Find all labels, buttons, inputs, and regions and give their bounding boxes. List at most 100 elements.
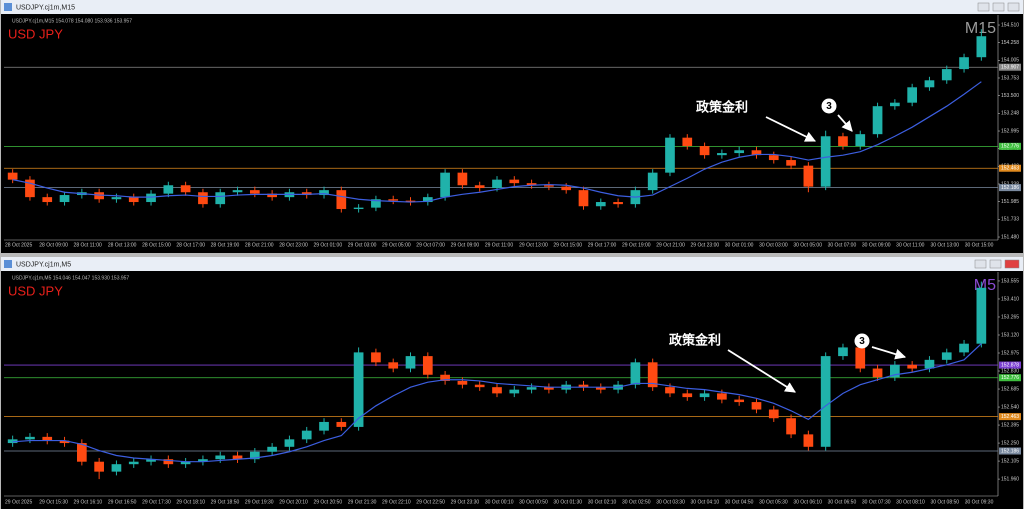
candle-body — [163, 459, 174, 465]
x-tick-label: 30 Oct 02:50 — [622, 499, 651, 505]
y-tick-label: 153.410 — [1001, 296, 1019, 302]
x-tick-label: 28 Oct 19:00 — [211, 242, 240, 248]
y-tick-label: 153.265 — [1001, 314, 1019, 320]
restore-button[interactable] — [989, 259, 1002, 269]
symbol-label: USD JPY — [8, 283, 63, 298]
candle-body — [371, 352, 381, 363]
minimize-button[interactable] — [974, 259, 987, 269]
candle-body — [319, 421, 329, 431]
candle-body — [734, 150, 745, 154]
x-tick-label: 30 Oct 07:30 — [862, 499, 891, 505]
x-tick-label: 29 Oct 18:10 — [176, 499, 205, 505]
y-tick-label: 151.985 — [1001, 199, 1019, 205]
x-tick-label: 29 Oct 07:00 — [416, 242, 445, 248]
x-tick-label: 30 Oct 05:00 — [793, 242, 822, 248]
window-controls[interactable] — [977, 2, 1020, 12]
restore-button[interactable] — [992, 2, 1005, 12]
candle-body — [371, 199, 381, 208]
x-tick-label: 30 Oct 03:30 — [656, 499, 685, 505]
annotation-text: 政策金利 — [669, 332, 721, 347]
candle-body — [786, 160, 796, 166]
y-tick-label: 154.258 — [1001, 40, 1019, 46]
x-tick-label: 28 Oct 15:00 — [142, 242, 171, 248]
level-label: 152.186 — [1001, 185, 1019, 191]
x-tick-label: 30 Oct 07:00 — [828, 242, 857, 248]
candle-body — [803, 434, 814, 447]
y-tick-label: 152.830 — [1001, 368, 1019, 374]
level-label: 153.907 — [1001, 65, 1019, 71]
x-tick-label: 29 Oct 16:10 — [74, 499, 103, 505]
x-tick-label: 30 Oct 00:50 — [519, 499, 548, 505]
x-tick-label: 30 Oct 15:00 — [965, 242, 994, 248]
x-tick-label: 29 Oct 01:00 — [313, 242, 342, 248]
y-tick-label: 154.005 — [1001, 58, 1019, 64]
x-tick-label: 28 Oct 17:00 — [176, 242, 205, 248]
x-tick-label: 29 Oct 19:30 — [245, 499, 274, 505]
x-tick-label: 29 Oct 20:50 — [313, 499, 342, 505]
candle-body — [717, 393, 727, 400]
x-tick-label: 29 Oct 22:10 — [382, 499, 411, 505]
x-tick-label: 30 Oct 05:30 — [759, 499, 788, 505]
candle-body — [353, 207, 364, 210]
candle-body — [128, 197, 139, 203]
candle-body — [76, 443, 87, 462]
window-icon — [4, 3, 12, 11]
x-tick-label: 29 Oct 22:50 — [416, 499, 445, 505]
candle-body — [59, 440, 70, 444]
candle-body — [422, 356, 433, 375]
candle-body — [941, 69, 952, 81]
candle-body — [7, 439, 18, 444]
y-tick-label: 153.555 — [1001, 278, 1019, 284]
candle-body — [180, 185, 191, 193]
level-label: 152.186 — [1001, 448, 1019, 454]
window-controls[interactable] — [974, 259, 1020, 269]
moving-average — [12, 81, 982, 203]
x-tick-label: 29 Oct 13:00 — [519, 242, 548, 248]
candle-body — [872, 106, 883, 135]
annotation-badge — [821, 98, 837, 114]
candle-body — [890, 364, 900, 378]
x-tick-label: 29 Oct 05:00 — [382, 242, 411, 248]
y-tick-label: 151.480 — [1001, 234, 1019, 240]
candle-body — [544, 185, 554, 187]
candle-body — [232, 455, 243, 460]
candle-body — [440, 172, 450, 198]
y-tick-label: 151.960 — [1001, 476, 1019, 482]
minimize-button[interactable] — [977, 2, 990, 12]
candle-body — [526, 183, 537, 186]
candle-body — [336, 421, 347, 427]
x-tick-label: 29 Oct 03:00 — [348, 242, 377, 248]
x-tick-label: 30 Oct 09:00 — [862, 242, 891, 248]
level-tag — [999, 63, 1021, 71]
candle-body — [146, 193, 156, 203]
candle-body — [319, 190, 329, 196]
candle-body — [301, 430, 312, 440]
candle-body — [94, 461, 104, 472]
candle-body — [682, 393, 693, 398]
candle-body — [924, 359, 935, 369]
candle-body — [249, 190, 260, 194]
level-tag — [999, 374, 1021, 382]
annotation-number: 3 — [826, 101, 832, 112]
x-tick-label: 29 Oct 16:50 — [108, 499, 137, 505]
x-tick-label: 29 Oct 2025 — [5, 499, 32, 505]
candle-body — [284, 439, 295, 447]
x-tick-label: 30 Oct 06:10 — [793, 499, 822, 505]
level-label: 152.463 — [1001, 166, 1019, 172]
x-tick-label: 30 Oct 08:50 — [930, 499, 959, 505]
close-button[interactable] — [1004, 259, 1020, 269]
x-tick-label: 29 Oct 21:30 — [348, 499, 377, 505]
candle-body — [855, 134, 866, 147]
y-tick-label: 152.105 — [1001, 458, 1019, 464]
candle-body — [301, 192, 312, 196]
title-bar — [1, 0, 1023, 14]
candle-body — [146, 459, 156, 462]
x-tick-label: 29 Oct 11:00 — [485, 242, 513, 248]
candle-body — [232, 190, 243, 193]
close-button[interactable] — [1007, 2, 1020, 12]
annotation-arrow — [727, 349, 796, 393]
x-tick-label: 30 Oct 08:10 — [896, 499, 925, 505]
candle-body — [630, 362, 641, 385]
candle-body — [492, 179, 502, 189]
x-tick-label: 30 Oct 11:00 — [896, 242, 924, 248]
